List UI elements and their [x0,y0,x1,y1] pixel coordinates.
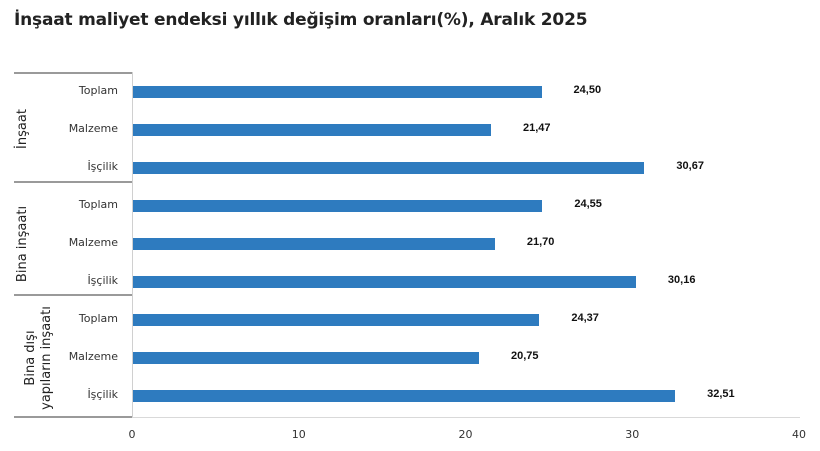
category-label: Toplam [78,198,118,211]
category-label: Malzeme [68,350,118,363]
data-label: 21,70 [526,236,555,248]
group-separator [14,72,132,74]
bar [133,86,542,98]
data-label: 24,37 [571,312,599,324]
category-label: Malzeme [68,122,118,135]
group-separator [14,416,132,418]
category-label: İşçilik [87,160,118,173]
category-label: İşçilik [87,274,118,287]
data-label: 30,16 [667,274,696,286]
bar [133,276,636,288]
category-label: İşçilik [87,388,118,401]
data-label: 24,55 [574,198,602,210]
y-axis-line [132,72,133,417]
bar [133,238,495,250]
chart-title: İnşaat maliyet endeksi yıllık değişim or… [14,10,588,30]
data-label: 21,47 [523,122,551,134]
x-tick-label: 10 [291,428,306,441]
bar [133,200,543,212]
bar [133,390,676,402]
data-label: 24,50 [573,84,602,96]
x-tick-label: 0 [128,428,136,441]
category-label: Malzeme [68,236,118,249]
category-label: Toplam [78,312,118,325]
bar [133,352,479,364]
group-separator [14,294,132,296]
bar [133,124,491,136]
category-label: Toplam [78,84,118,97]
bar [133,314,540,326]
data-label: 20,75 [511,350,539,362]
x-axis-line [132,417,800,418]
group-separator [14,181,132,183]
data-label: 30,67 [676,160,704,172]
x-tick-label: 30 [625,428,640,441]
data-label: 32,51 [707,388,735,400]
x-tick-label: 20 [458,428,473,441]
bar [133,162,645,174]
x-tick-label: 40 [792,428,806,441]
